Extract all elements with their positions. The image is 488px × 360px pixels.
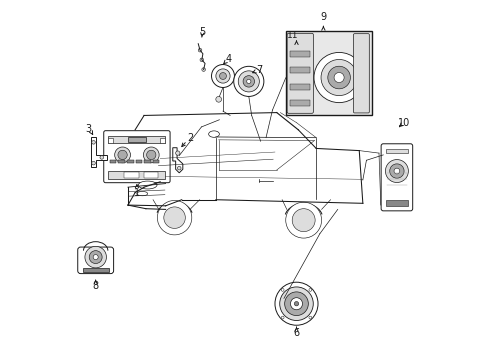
FancyBboxPatch shape: [286, 33, 313, 113]
FancyBboxPatch shape: [380, 144, 412, 211]
Polygon shape: [91, 137, 107, 167]
Circle shape: [313, 53, 364, 103]
Circle shape: [92, 161, 95, 165]
Bar: [289, 67, 309, 73]
Circle shape: [274, 282, 317, 325]
Circle shape: [279, 287, 313, 320]
Circle shape: [115, 147, 130, 163]
Circle shape: [89, 251, 102, 264]
Circle shape: [93, 255, 98, 260]
Circle shape: [284, 292, 308, 316]
Circle shape: [215, 69, 230, 83]
Bar: [128, 137, 145, 142]
Text: 6: 6: [293, 328, 299, 338]
Bar: [289, 84, 309, 90]
Circle shape: [100, 156, 103, 159]
Circle shape: [85, 246, 106, 268]
Circle shape: [202, 68, 205, 71]
Bar: [127, 159, 133, 163]
Circle shape: [200, 58, 203, 62]
Circle shape: [92, 140, 95, 144]
Circle shape: [290, 298, 302, 310]
Circle shape: [143, 147, 159, 163]
Circle shape: [118, 150, 127, 159]
Ellipse shape: [138, 181, 157, 189]
Bar: [110, 159, 116, 163]
Bar: [285, 31, 371, 116]
FancyBboxPatch shape: [78, 247, 113, 274]
Text: 11: 11: [286, 31, 298, 40]
Circle shape: [219, 73, 226, 80]
FancyBboxPatch shape: [353, 34, 368, 113]
Circle shape: [389, 164, 403, 178]
Bar: [386, 200, 407, 206]
Text: 1: 1: [134, 188, 140, 198]
Text: 5: 5: [199, 27, 205, 37]
Bar: [108, 171, 165, 179]
Bar: [153, 159, 159, 163]
Circle shape: [238, 71, 259, 92]
Ellipse shape: [137, 192, 147, 196]
Circle shape: [281, 316, 284, 319]
Bar: [82, 268, 108, 272]
Bar: [118, 159, 124, 163]
Text: 2: 2: [186, 133, 193, 143]
Circle shape: [198, 48, 202, 52]
Bar: [289, 100, 309, 107]
Polygon shape: [172, 148, 183, 173]
Bar: [386, 149, 407, 153]
Text: 3: 3: [85, 124, 91, 134]
Circle shape: [285, 202, 321, 238]
Circle shape: [385, 159, 407, 183]
Circle shape: [246, 79, 250, 84]
Circle shape: [157, 201, 191, 235]
FancyBboxPatch shape: [103, 131, 170, 183]
Text: 4: 4: [225, 54, 231, 64]
Circle shape: [327, 66, 350, 89]
Circle shape: [308, 288, 311, 291]
Circle shape: [292, 209, 314, 231]
Circle shape: [320, 59, 356, 96]
Circle shape: [233, 66, 264, 96]
Bar: [108, 136, 165, 143]
Bar: [289, 50, 309, 57]
Text: 8: 8: [92, 281, 99, 291]
Text: 9: 9: [320, 12, 326, 22]
Circle shape: [281, 288, 284, 291]
Bar: [135, 159, 142, 163]
Circle shape: [393, 168, 399, 174]
Circle shape: [163, 207, 185, 228]
Circle shape: [333, 72, 344, 82]
Circle shape: [146, 150, 156, 159]
Text: 10: 10: [397, 118, 409, 128]
Circle shape: [243, 76, 254, 87]
Circle shape: [308, 316, 311, 319]
Circle shape: [211, 64, 234, 87]
Ellipse shape: [208, 131, 219, 137]
Bar: [124, 172, 139, 178]
Bar: [108, 138, 113, 143]
Text: 7: 7: [255, 65, 262, 75]
Circle shape: [175, 151, 180, 155]
Circle shape: [215, 96, 221, 102]
Bar: [160, 138, 165, 143]
Bar: [144, 159, 150, 163]
Circle shape: [294, 302, 298, 306]
Bar: [144, 172, 158, 178]
Circle shape: [177, 166, 181, 170]
